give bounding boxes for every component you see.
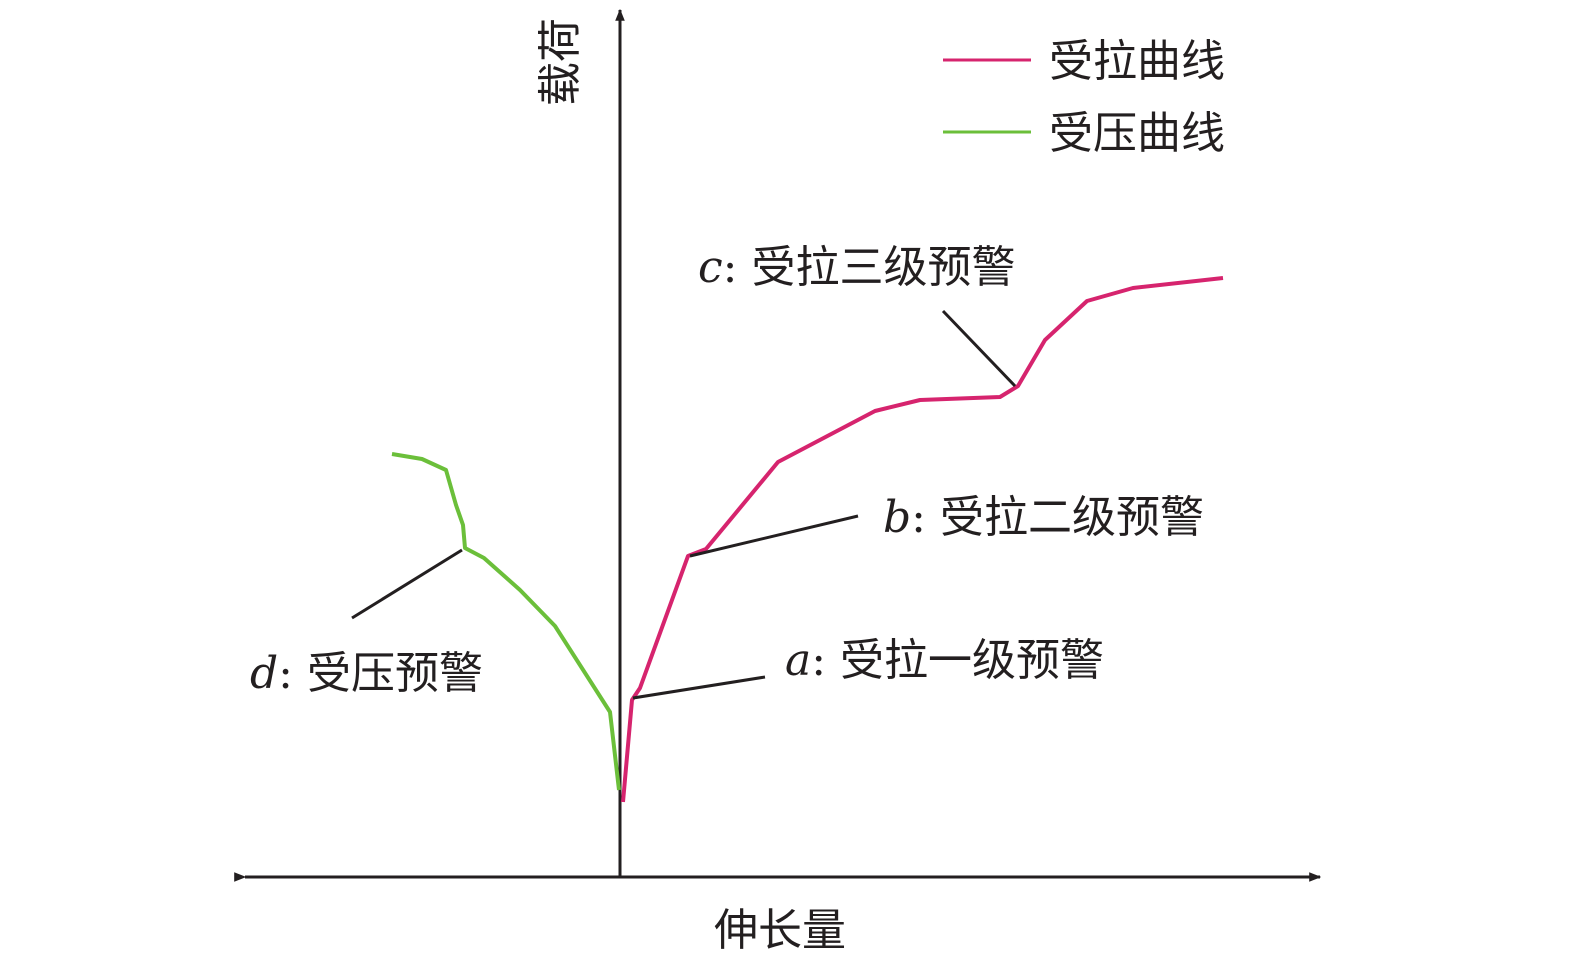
legend-label: 受压曲线: [1049, 108, 1225, 159]
series-line: [621, 276, 1224, 803]
annotation: d: 受压预警: [250, 648, 483, 699]
annotation-letter: b: [883, 492, 911, 543]
leader-c: [941, 309, 1017, 388]
x-axis-label: 伸长量: [714, 905, 846, 956]
axes: [234, 8, 1322, 882]
annotation: b: 受拉二级预警: [883, 492, 1204, 543]
leader-lines: [351, 309, 1017, 700]
legend-label: 受拉曲线: [1049, 36, 1225, 87]
annotation-text: : 受压预警: [278, 648, 483, 699]
leader-a: [632, 675, 766, 700]
annotation-text: : 受拉二级预警: [911, 492, 1204, 543]
annotation-letter: a: [785, 635, 811, 686]
curves: [391, 276, 1224, 803]
annotation-text: : 受拉三级预警: [723, 242, 1016, 293]
leader-d: [351, 548, 463, 620]
annotation: a: 受拉一级预警: [785, 635, 1104, 686]
annotation-letter: d: [250, 648, 278, 699]
series-line: [391, 452, 621, 791]
y-axis-label: 载荷: [535, 18, 586, 106]
annotation-text: : 受拉一级预警: [811, 635, 1104, 686]
annotation: c: 受拉三级预警: [698, 242, 1015, 293]
annotation-letter: c: [698, 242, 723, 293]
leader-b: [689, 514, 859, 558]
